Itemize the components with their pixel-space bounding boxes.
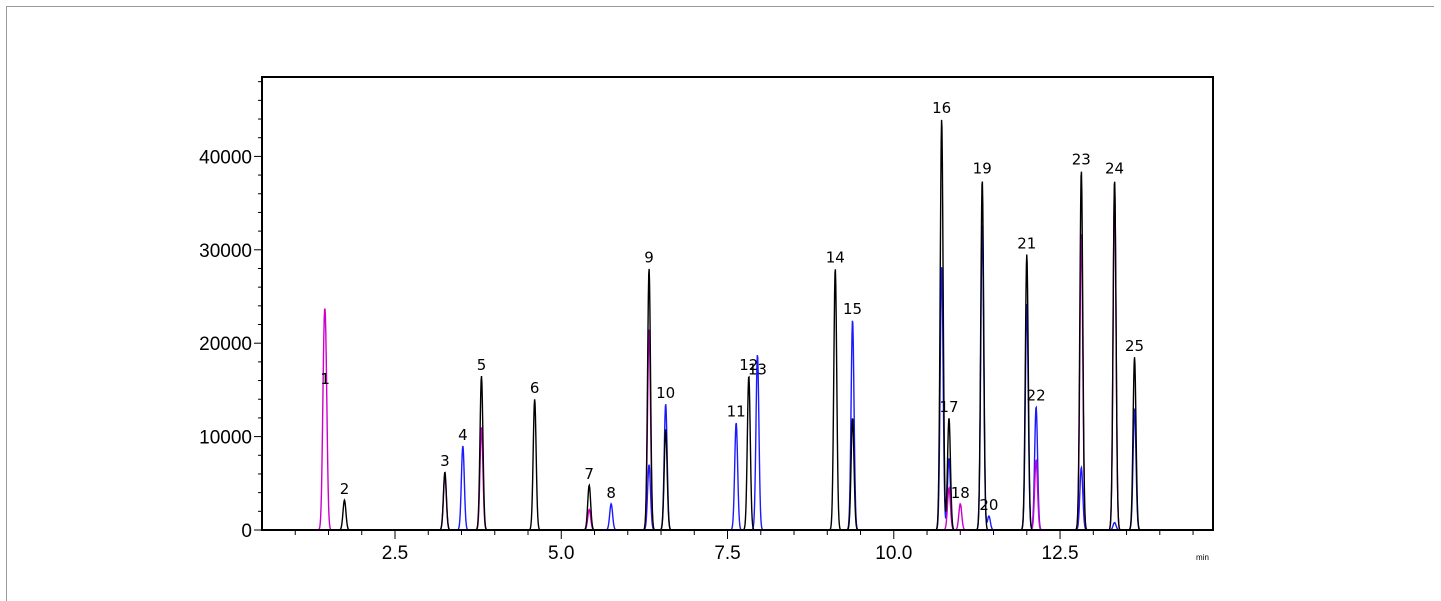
y-tick-label: 30000 bbox=[199, 241, 252, 262]
peak-label: 15 bbox=[843, 300, 862, 318]
peak-label: 17 bbox=[939, 398, 958, 416]
plot-area-border bbox=[261, 76, 1214, 531]
x-tick-label: 10.0 bbox=[875, 543, 912, 564]
x-tick-label: 5.0 bbox=[548, 543, 574, 564]
peak-label: 18 bbox=[951, 484, 970, 502]
y-tick-label: 0 bbox=[241, 521, 252, 542]
y-tick-label: 10000 bbox=[199, 428, 252, 449]
peak-label: 2 bbox=[340, 480, 350, 498]
peak-label: 5 bbox=[477, 356, 487, 374]
x-tick-label: 2.5 bbox=[382, 543, 408, 564]
x-tick-label: 7.5 bbox=[714, 543, 740, 564]
x-unit-label: min bbox=[1196, 553, 1209, 562]
peak-label: 13 bbox=[748, 361, 767, 379]
peak-label: 20 bbox=[979, 496, 998, 514]
x-axis: 2.5 5.0 7.5 10.0 12.5 bbox=[294, 530, 1194, 564]
peak-labels: 1234567891011121314151617181920212223242… bbox=[320, 99, 1144, 514]
peak-label: 6 bbox=[530, 379, 540, 397]
blue-trace bbox=[262, 225, 1213, 531]
y-tick-label: 20000 bbox=[199, 334, 252, 355]
peak-label: 1 bbox=[320, 370, 330, 388]
peak-label: 16 bbox=[932, 99, 951, 117]
peak-label: 22 bbox=[1027, 387, 1046, 405]
peak-label: 8 bbox=[606, 484, 616, 502]
y-tick-label: 40000 bbox=[199, 147, 252, 168]
peak-label: 14 bbox=[826, 248, 845, 266]
peak-label: 12 bbox=[739, 356, 758, 374]
x-tick-label: 12.5 bbox=[1042, 543, 1079, 564]
peak-label: 19 bbox=[973, 160, 992, 178]
peak-label: 25 bbox=[1125, 337, 1144, 355]
peak-label: 7 bbox=[584, 465, 594, 483]
chromatogram-traces bbox=[262, 119, 1213, 531]
peak-label: 9 bbox=[644, 248, 654, 266]
peak-label: 21 bbox=[1017, 234, 1036, 252]
y-axis: 0 10000 20000 30000 40000 bbox=[199, 81, 262, 542]
peak-label: 10 bbox=[656, 384, 675, 402]
peak-label: 11 bbox=[727, 403, 746, 421]
figure-frame bbox=[6, 6, 1434, 601]
peak-label: 4 bbox=[458, 426, 468, 444]
peak-label: 23 bbox=[1072, 150, 1091, 168]
peak-label: 3 bbox=[440, 452, 450, 470]
peak-label: 24 bbox=[1105, 160, 1124, 178]
